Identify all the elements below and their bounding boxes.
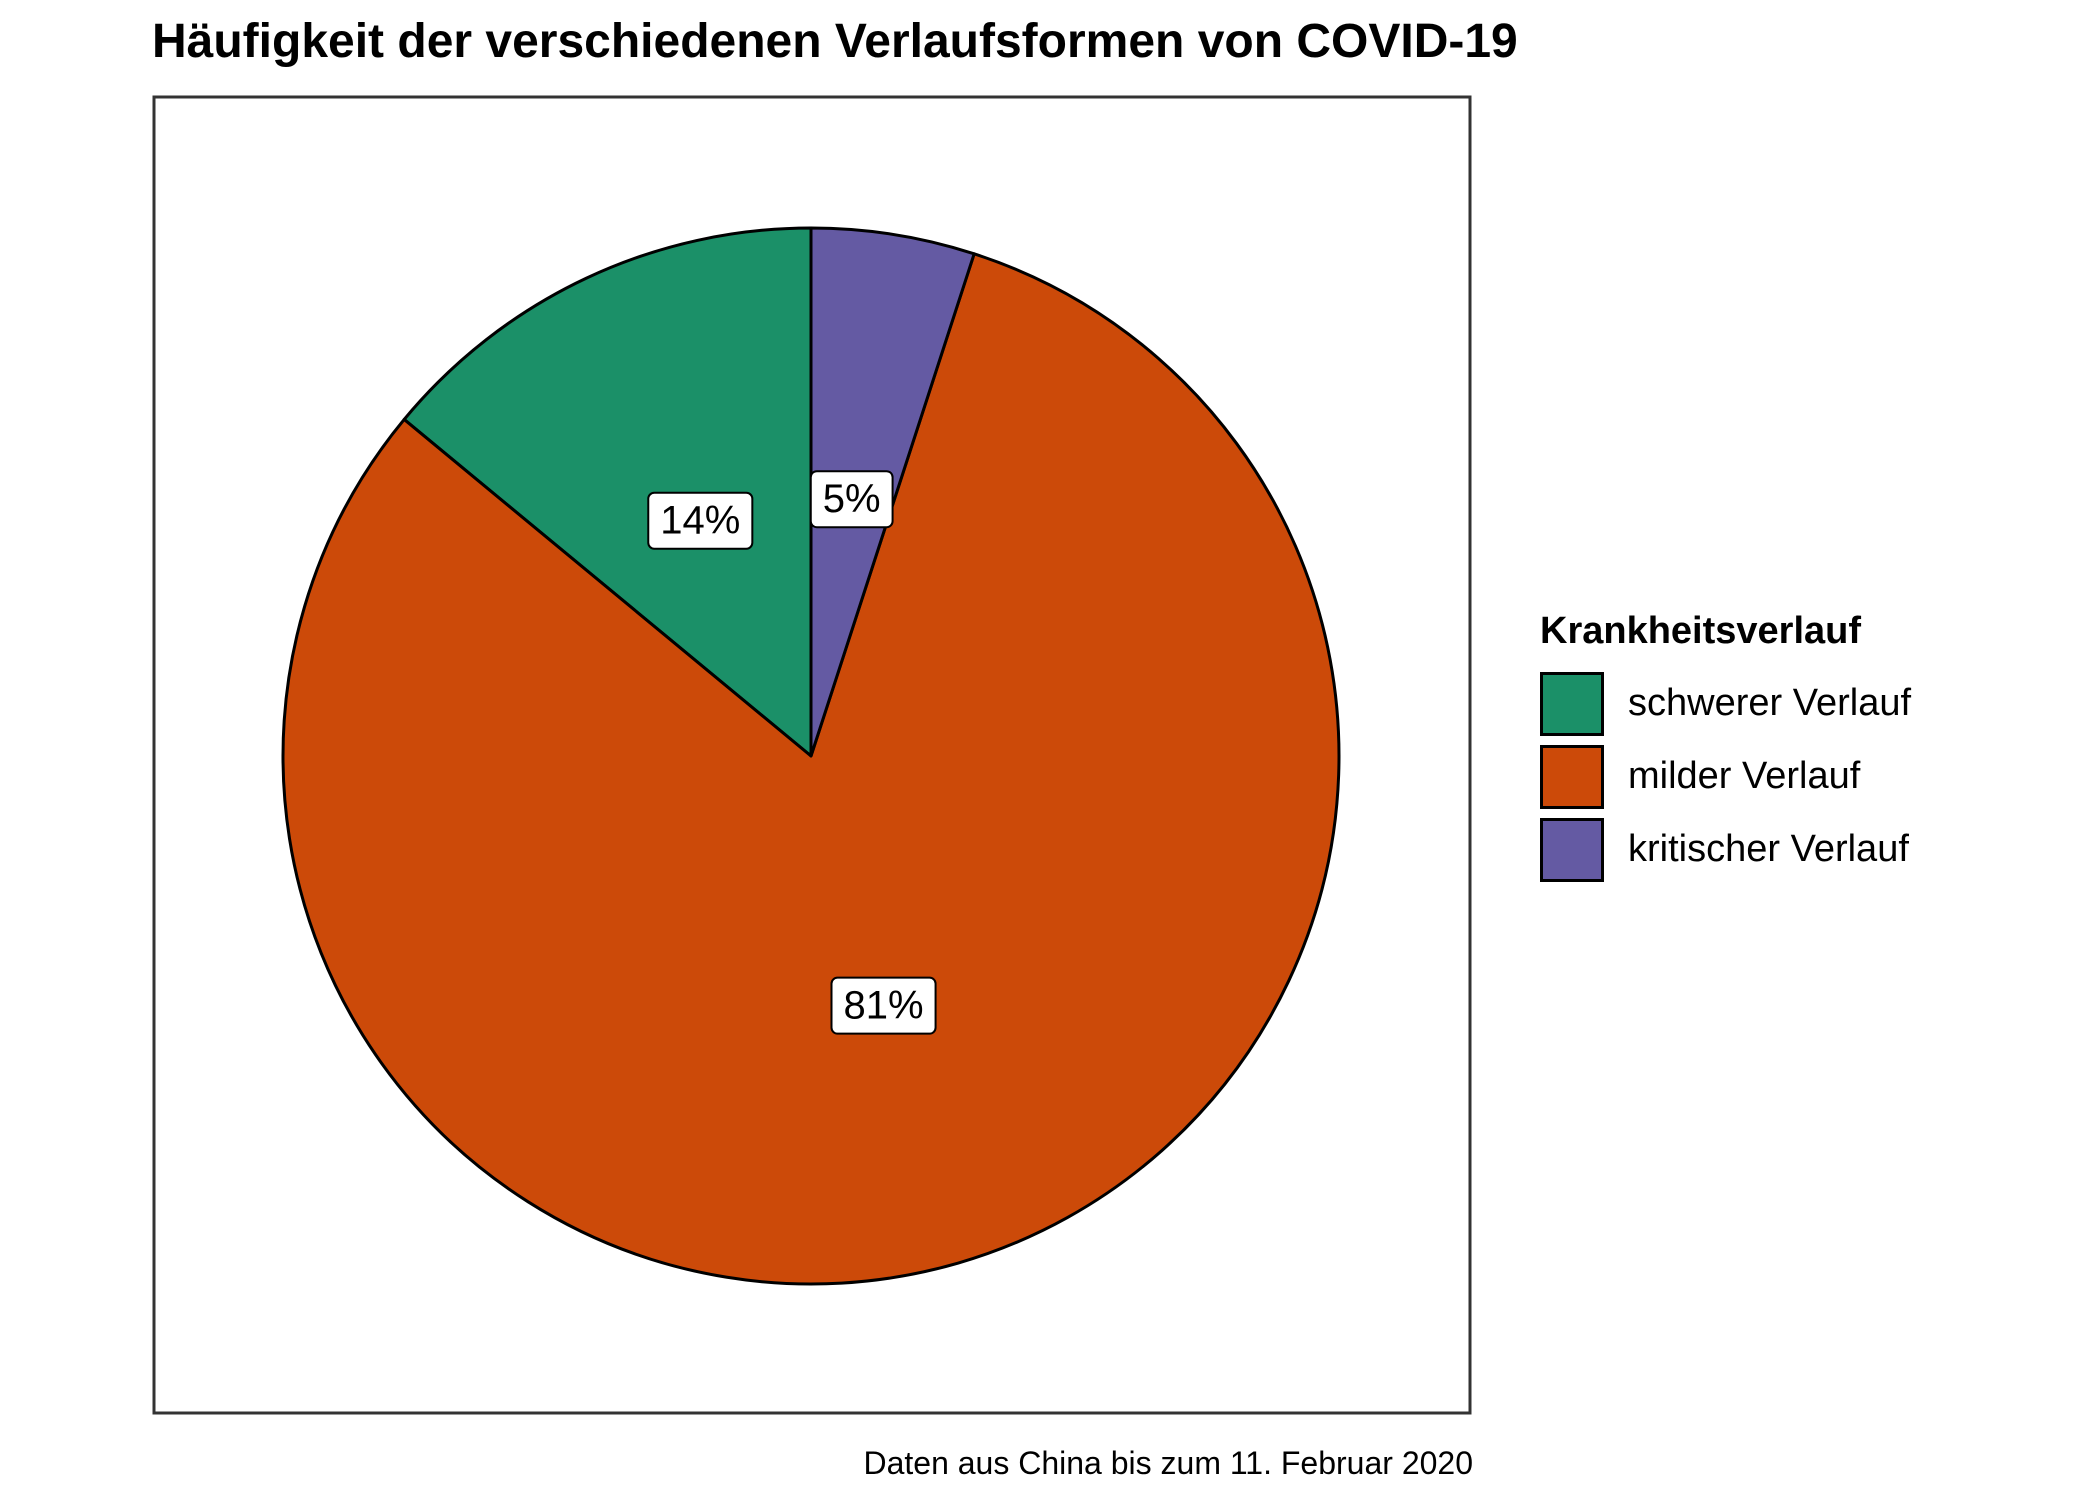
pie-data-label-text: 5% — [823, 477, 881, 521]
legend-key-swatch — [1540, 671, 1604, 736]
caption: Daten aus China bis zum 11. Februar 2020 — [863, 1445, 1473, 1481]
pie-slice-schwerer-verlauf — [402, 226, 813, 758]
pie-data-label-box — [830, 976, 937, 1035]
pie-slices — [281, 226, 1341, 1286]
legend-item: schwerer Verlauf — [1540, 667, 1911, 740]
legend: Krankheitsverlauf schwerer Verlauf milde… — [1540, 610, 1911, 886]
pie-data-label: 14% — [647, 491, 754, 550]
pie-data-label: 81% — [830, 976, 937, 1035]
pie-data-label: 5% — [809, 470, 894, 529]
pie-labels: 14% 81% 5% — [647, 470, 937, 1035]
legend-item: milder Verlauf — [1540, 740, 1911, 813]
chart-title: Häufigkeit der verschiedenen Verlaufsfor… — [152, 15, 1518, 68]
pie-slice-milder-verlauf — [281, 252, 1341, 1286]
legend-title: Krankheitsverlauf — [1540, 610, 1862, 652]
plot-panel-border — [152, 95, 1472, 1415]
legend-label: milder Verlauf — [1628, 755, 1861, 797]
legend-key-swatch — [1540, 744, 1604, 809]
pie-data-label-text: 81% — [844, 984, 924, 1028]
pie-data-label-box — [647, 491, 754, 550]
legend-key-swatch — [1540, 817, 1604, 882]
legend-label: schwerer Verlauf — [1628, 682, 1912, 724]
legend-item: kritischer Verlauf — [1540, 813, 1911, 886]
legend-label: kritischer Verlauf — [1628, 828, 1909, 870]
pie-data-label-box — [809, 470, 894, 529]
pie-data-label-text: 14% — [660, 499, 740, 543]
